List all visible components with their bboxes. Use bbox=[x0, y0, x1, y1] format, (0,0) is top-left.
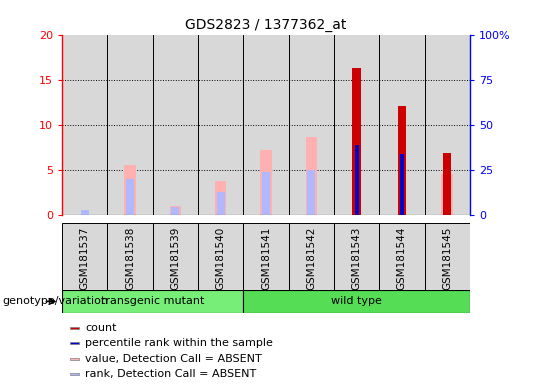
Bar bbox=[70, 327, 79, 329]
Text: percentile rank within the sample: percentile rank within the sample bbox=[85, 338, 273, 348]
Text: GSM181542: GSM181542 bbox=[306, 227, 316, 290]
Bar bbox=[153, 223, 198, 300]
Text: GSM181545: GSM181545 bbox=[442, 227, 452, 290]
Bar bbox=[153, 35, 198, 215]
Bar bbox=[124, 166, 136, 215]
Bar bbox=[198, 35, 244, 215]
Bar bbox=[443, 153, 451, 215]
Bar bbox=[442, 174, 453, 215]
Bar bbox=[70, 358, 79, 360]
Bar bbox=[215, 181, 226, 215]
Bar bbox=[170, 206, 181, 215]
Bar bbox=[198, 223, 244, 300]
Text: count: count bbox=[85, 323, 117, 333]
Text: GSM181540: GSM181540 bbox=[215, 227, 226, 290]
Text: GSM181539: GSM181539 bbox=[170, 227, 180, 290]
Bar bbox=[398, 106, 406, 215]
Bar bbox=[353, 68, 361, 215]
Bar bbox=[126, 179, 134, 215]
Bar bbox=[244, 223, 288, 300]
Text: value, Detection Call = ABSENT: value, Detection Call = ABSENT bbox=[85, 354, 262, 364]
Text: rank, Detection Call = ABSENT: rank, Detection Call = ABSENT bbox=[85, 369, 256, 379]
Text: GSM181541: GSM181541 bbox=[261, 227, 271, 290]
Bar bbox=[70, 373, 79, 375]
Bar bbox=[217, 192, 225, 215]
Text: GSM181543: GSM181543 bbox=[352, 227, 362, 290]
Bar bbox=[379, 223, 424, 300]
Bar bbox=[379, 35, 424, 215]
Bar bbox=[244, 35, 288, 215]
Bar bbox=[334, 35, 379, 215]
Text: genotype/variation: genotype/variation bbox=[3, 296, 109, 306]
Bar bbox=[260, 150, 272, 215]
Bar bbox=[306, 137, 317, 215]
Text: wild type: wild type bbox=[331, 296, 382, 306]
Bar bbox=[62, 35, 107, 215]
Bar bbox=[424, 35, 470, 215]
Bar bbox=[107, 223, 153, 300]
Text: GSM181544: GSM181544 bbox=[397, 227, 407, 290]
Bar bbox=[70, 342, 79, 344]
Bar bbox=[80, 210, 89, 215]
Title: GDS2823 / 1377362_at: GDS2823 / 1377362_at bbox=[185, 18, 347, 32]
Bar bbox=[62, 223, 107, 300]
Bar bbox=[262, 172, 270, 215]
Bar bbox=[334, 223, 379, 300]
Bar bbox=[107, 35, 153, 215]
Bar bbox=[288, 223, 334, 300]
Bar bbox=[171, 207, 179, 215]
Bar bbox=[424, 223, 470, 300]
Bar bbox=[288, 35, 334, 215]
Text: transgenic mutant: transgenic mutant bbox=[101, 296, 204, 306]
Bar bbox=[62, 290, 244, 313]
Bar bbox=[355, 145, 359, 215]
Text: GSM181538: GSM181538 bbox=[125, 227, 135, 290]
Text: GSM181537: GSM181537 bbox=[80, 227, 90, 290]
Bar bbox=[400, 154, 404, 215]
Bar bbox=[244, 290, 470, 313]
Bar bbox=[307, 170, 315, 215]
